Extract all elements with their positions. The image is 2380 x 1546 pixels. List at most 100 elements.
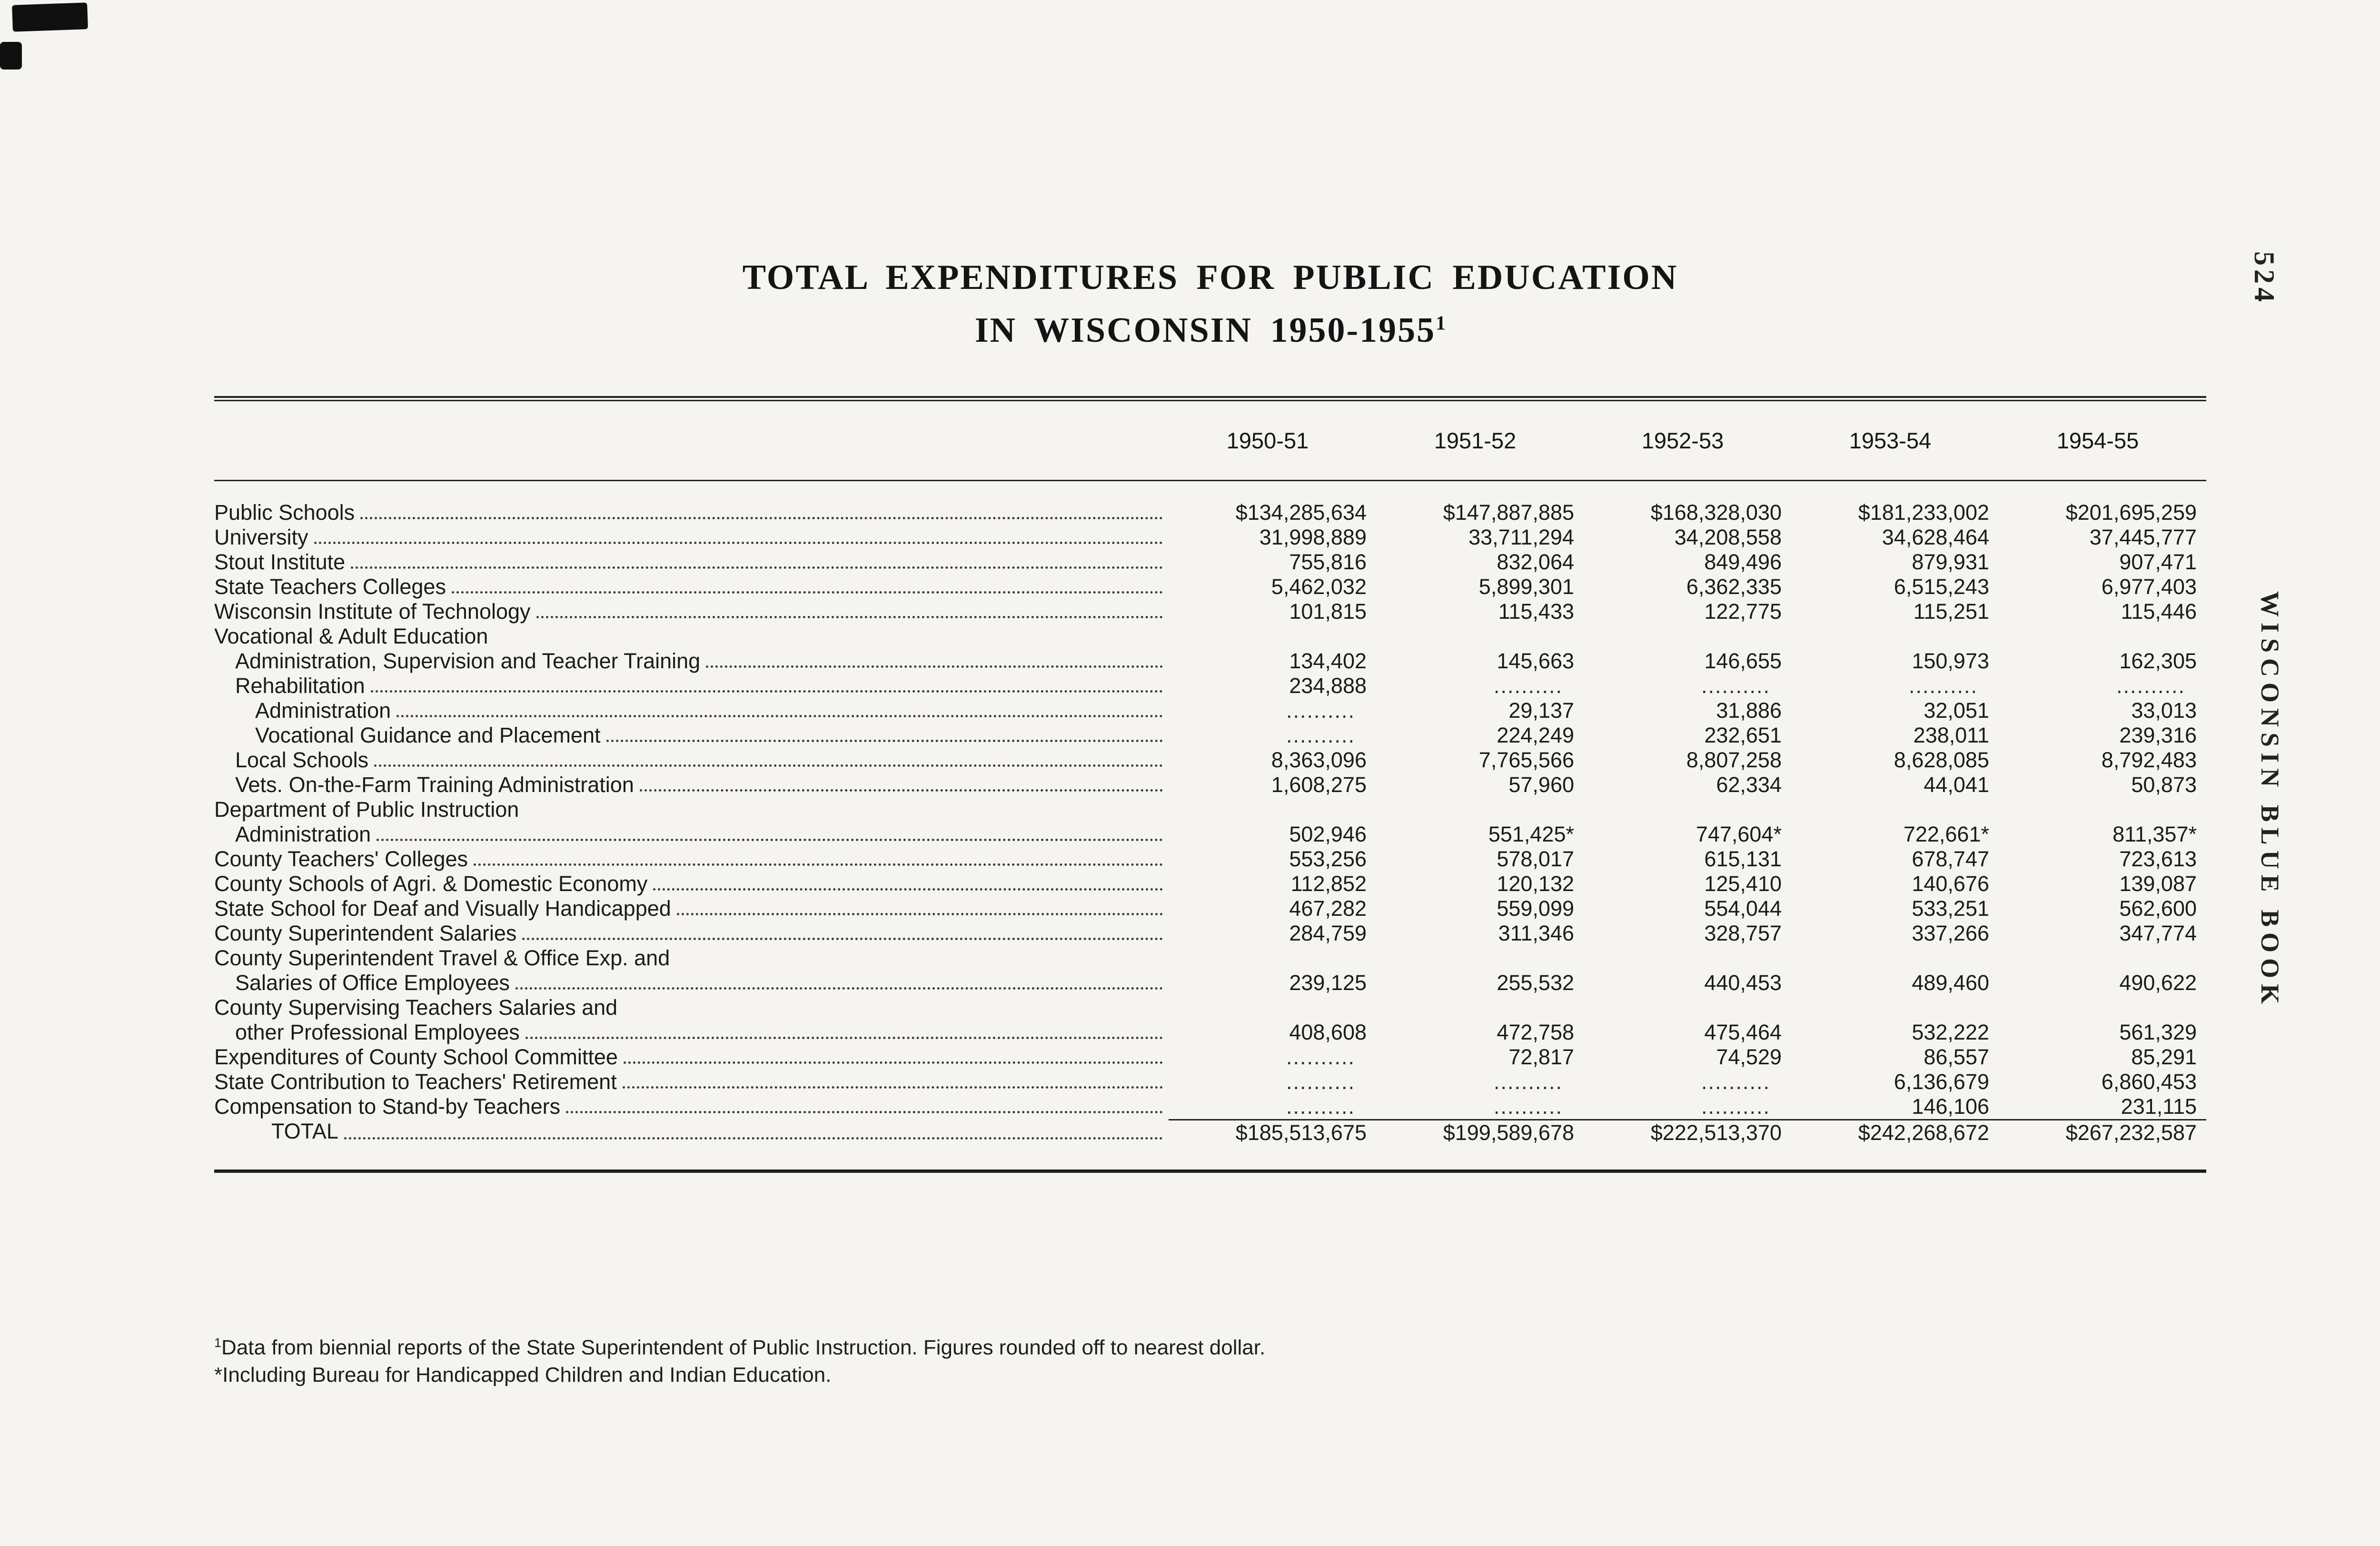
year-column-header: 1953-54 <box>1849 427 1932 453</box>
table-cell: 115,446 <box>2121 599 2197 624</box>
table-cell: 31,998,889 <box>1259 525 1367 549</box>
row-label: Department of Public Instruction <box>214 797 519 822</box>
table-row: other Professional Employees 408,608 472,… <box>214 1020 2206 1045</box>
footnote-text: Data from biennial reports of the State … <box>221 1336 1266 1359</box>
row-label-cell: State Contribution to Teachers' Retireme… <box>214 1070 1169 1094</box>
table-cell <box>1999 995 2206 1020</box>
row-label: Local Schools <box>235 747 369 772</box>
table-cell: 5,462,032 <box>1271 574 1367 599</box>
row-label-cell: County Superintendent Salaries <box>214 921 1169 946</box>
table-row: Department of Public Instruction <box>214 797 2206 822</box>
leader-dots <box>606 723 1163 742</box>
table-cell: 139,087 <box>2119 871 2197 896</box>
leader-dots <box>566 1094 1163 1113</box>
row-label: Vocational Guidance and Placement <box>255 723 601 747</box>
row-label-cell: other Professional Employees <box>214 1020 1169 1045</box>
table-cell: .......... <box>1701 673 1770 698</box>
table-cell: 328,757 <box>1704 921 1782 945</box>
table-cell <box>1376 995 1584 1020</box>
row-label-cell: County Teachers' Colleges <box>214 847 1169 872</box>
table-row: Vocational & Adult Education <box>214 624 2206 649</box>
leader-dots <box>377 822 1163 841</box>
table-cell: .......... <box>1493 1069 1563 1094</box>
row-label-cell: Expenditures of County School Committee <box>214 1045 1169 1070</box>
table-cell: 162,305 <box>2119 648 2197 673</box>
table-cell: .......... <box>1286 1069 1355 1094</box>
table-cell: 8,792,483 <box>2101 747 2197 772</box>
title-footnote-marker: 1 <box>1436 312 1446 334</box>
table-cell: $201,695,259 <box>2065 500 2197 525</box>
row-label-cell: Public Schools <box>214 500 1169 525</box>
year-column-header: 1954-55 <box>2056 427 2139 453</box>
table-cell: 747,604* <box>1696 822 1782 846</box>
table-cell: 146,106 <box>1912 1094 1989 1119</box>
row-label-cell: Administration, Supervision and Teacher … <box>214 649 1169 674</box>
table-cell: 811,357* <box>2112 822 2197 846</box>
table-row: County Teachers' Colleges 553,256 578,017… <box>214 847 2206 872</box>
leader-dots <box>522 921 1163 940</box>
leader-dots <box>706 649 1163 668</box>
table-cell: 125,410 <box>1704 871 1782 896</box>
row-label-cell: County Superintendent Travel & Office Ex… <box>214 946 1169 971</box>
leader-dots <box>374 748 1163 767</box>
row-label-cell: University <box>214 525 1169 550</box>
table-cell: 145,663 <box>1497 648 1574 673</box>
table-cell: 122,775 <box>1704 599 1782 624</box>
table-cell <box>1584 797 1791 822</box>
leader-dots <box>622 1070 1163 1089</box>
leader-dots <box>515 971 1163 990</box>
table-cell: 37,445,777 <box>2089 525 2197 549</box>
table-row: County Superintendent Salaries 284,759 31… <box>214 921 2206 946</box>
table-row: TOTAL $185,513,675 $199,589,678 $222,513,3… <box>214 1119 2206 1145</box>
table-row: Administration, Supervision and Teacher … <box>214 649 2206 674</box>
row-label: Rehabilitation <box>235 673 365 698</box>
row-label-cell: Compensation to Stand-by Teachers <box>214 1094 1169 1119</box>
leader-dots <box>344 1119 1163 1140</box>
table-cell: 615,131 <box>1704 846 1782 871</box>
table-row: County Schools of Agri. & Domestic Econo… <box>214 872 2206 896</box>
table-cell: .......... <box>1286 723 1355 747</box>
table-cell: $199,589,678 <box>1376 1119 1584 1145</box>
page-number: 524 <box>2249 251 2280 306</box>
table-cell: 337,266 <box>1912 921 1989 945</box>
row-label-cell: Stout Institute <box>214 550 1169 575</box>
page-title: TOTAL EXPENDITURES FOR PUBLIC EDUCATION … <box>214 255 2206 353</box>
table-cell: 678,747 <box>1912 846 1989 871</box>
table-cell: 467,282 <box>1289 896 1367 921</box>
row-label: Stout Institute <box>214 549 346 574</box>
table-cell: 32,051 <box>1924 698 1989 723</box>
table-row: Public Schools $134,285,634 $147,887,885 $… <box>214 500 2206 525</box>
leader-dots <box>536 599 1163 618</box>
leader-dots <box>314 525 1163 544</box>
leader-dots <box>397 698 1163 717</box>
table-cell <box>1791 624 1999 649</box>
table-cell: 832,064 <box>1497 549 1574 574</box>
table-cell: 74,529 <box>1716 1044 1782 1069</box>
table-row: State Contribution to Teachers' Retireme… <box>214 1070 2206 1094</box>
table-cell: .......... <box>1701 1094 1770 1119</box>
table-cell: 33,711,294 <box>1468 525 1574 549</box>
table-cell: 34,208,558 <box>1674 525 1782 549</box>
row-label-cell: Local Schools <box>214 748 1169 773</box>
row-label-cell: Administration <box>214 698 1169 723</box>
table-cell <box>1791 995 1999 1020</box>
table-cell: $168,328,030 <box>1650 500 1782 525</box>
table-cell: 553,256 <box>1289 846 1367 871</box>
table-row: State School for Deaf and Visually Handi… <box>214 896 2206 921</box>
table-cell: 502,946 <box>1289 822 1367 846</box>
leader-dots <box>360 500 1163 519</box>
row-label-cell: State Teachers Colleges <box>214 575 1169 599</box>
row-label-cell: County Schools of Agri. & Domestic Econo… <box>214 872 1169 896</box>
leader-dots <box>474 847 1163 866</box>
title-line-2-text: IN WISCONSIN 1950-1955 <box>974 310 1436 350</box>
row-label-cell: Administration <box>214 822 1169 847</box>
table-cell <box>1169 797 1376 822</box>
row-label-cell: Wisconsin Institute of Technology <box>214 599 1169 624</box>
table-cell: 31,886 <box>1716 698 1782 723</box>
table-cell: 6,860,453 <box>2101 1069 2197 1094</box>
table-row: University 31,998,889 33,711,294 34,208,55… <box>214 525 2206 550</box>
table-row: Vets. On-the-Farm Training Administratio… <box>214 773 2206 797</box>
table-cell: 238,011 <box>1913 723 1989 747</box>
table-cell: 232,651 <box>1704 723 1782 747</box>
row-label: State School for Deaf and Visually Handi… <box>214 896 671 921</box>
